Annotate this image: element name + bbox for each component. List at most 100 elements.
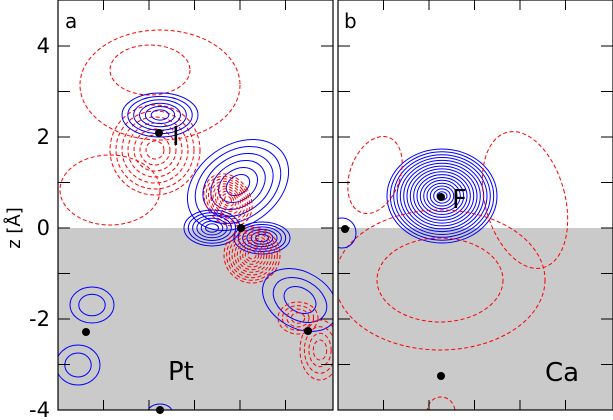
negative-contour [109,104,201,196]
positive-contour [186,139,290,231]
atom-marker [437,372,445,380]
negative-contour [224,195,232,205]
negative-contour [121,116,189,184]
panel-b: b F Ca [337,0,613,411]
negative-contour [242,245,262,265]
negative-contour [281,305,315,331]
negative-contour [308,332,332,368]
positive-contour [205,223,219,233]
positive-contour [409,168,475,224]
negative-contour [226,229,278,281]
substrate-label-b: Ca [545,358,579,388]
positive-contour [237,224,287,252]
positive-contour [413,171,471,221]
positive-contour [144,106,176,124]
negative-contour [234,237,270,273]
y-tick-label: -2 [29,307,50,331]
positive-contour [419,177,465,215]
positive-contour [78,293,106,317]
negative-contour [109,44,191,96]
negative-contour [133,128,177,172]
negative-contour [221,193,235,207]
y-tick-label: -4 [29,398,50,420]
negative-contour [244,247,260,263]
panel-label-b: b [344,9,357,33]
contours-b [338,131,569,410]
frame-a [57,0,334,411]
negative-contour [277,301,319,335]
substrate-region [338,228,613,410]
positive-contour [393,154,491,238]
y-tick-label: 2 [37,125,50,149]
negative-contour [210,180,246,220]
positive-contour [69,286,115,324]
positive-contour [403,162,481,230]
substrate-label-a: Pt [168,357,194,387]
negative-contour [312,339,328,361]
y-tick-label: 4 [37,34,50,58]
positive-contour [406,165,478,227]
atom-marker [304,327,312,335]
adsorbate-label-b: F [452,185,467,215]
negative-contour [79,29,241,141]
positive-contour [338,217,357,249]
negative-contour [347,135,403,215]
positive-contour [192,215,232,241]
negative-contour [217,188,239,212]
negative-contour [203,173,253,227]
positive-contour [200,220,224,236]
negative-contour [299,319,333,381]
negative-contour [59,154,161,226]
negative-contour [236,239,268,271]
positive-contour [283,286,317,314]
negative-contour [219,190,237,210]
negative-contour [247,250,257,260]
panel-label-a: a [65,9,77,33]
positive-contour [233,221,291,255]
positive-contour [433,188,451,204]
positive-contour [121,92,199,138]
atoms-a [82,129,312,414]
y-tick-label: 0 [37,216,50,240]
substrate-region [58,228,333,410]
positive-contour [225,174,251,196]
positive-contour [139,102,181,128]
positive-contour [58,344,101,386]
negative-contour [481,131,569,269]
y-axis-title: z [Å] [3,207,25,249]
positive-contour [423,179,461,213]
positive-contour [150,109,170,121]
positive-contour [246,228,278,248]
negative-contour [228,231,276,279]
negative-contour [376,237,504,323]
positive-contour [426,182,458,210]
negative-contour [139,134,171,166]
positive-contour [272,277,328,323]
atom-marker [237,224,245,232]
negative-contour [303,326,333,374]
frame-b [337,0,613,411]
atom-marker [155,129,163,137]
contours-a [58,29,333,410]
negative-contour [207,178,249,222]
negative-contour [231,234,273,276]
negative-contour [290,312,306,324]
negative-contour [223,226,281,284]
negative-contour [426,396,456,410]
positive-contour [389,151,495,241]
negative-contour [286,308,310,328]
positive-contour [147,403,173,410]
negative-contour [338,209,546,351]
atom-marker [437,193,445,201]
negative-contour [205,175,251,225]
positive-contour [386,148,498,244]
adsorbate-label-a: I [172,122,180,152]
positive-contour [196,217,228,239]
atom-marker [82,328,90,336]
atom-marker [341,225,349,233]
negative-contour [239,242,265,268]
ticks-a [58,0,333,410]
negative-contour [214,185,242,215]
atoms-b [341,193,445,380]
